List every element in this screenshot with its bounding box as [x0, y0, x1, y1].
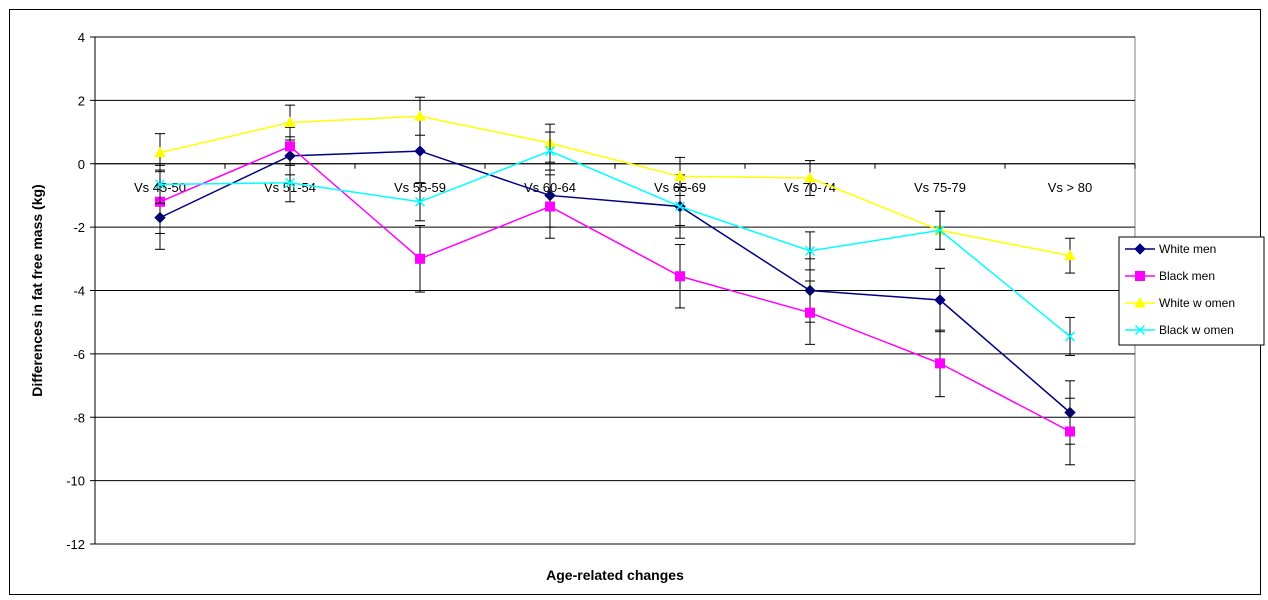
data-point: [416, 254, 425, 263]
y-tick-label: 0: [78, 157, 85, 172]
legend-label: White men: [1159, 242, 1216, 256]
x-tick-label: Vs 75-79: [914, 180, 966, 195]
y-tick-label: 4: [78, 30, 85, 45]
y-tick-label: -12: [66, 537, 85, 552]
y-tick-label: -6: [73, 347, 85, 362]
legend-label: Black w omen: [1159, 323, 1234, 337]
y-tick-label: -10: [66, 474, 85, 489]
data-point: [806, 308, 815, 317]
legend-item: Black men: [1125, 269, 1215, 283]
data-point: [676, 272, 685, 281]
y-tick-label: -4: [73, 284, 85, 299]
y-tick-label: -8: [73, 410, 85, 425]
legend-label: Black men: [1159, 269, 1215, 283]
x-tick-label: Vs > 80: [1048, 180, 1092, 195]
legend-label: White w omen: [1159, 296, 1235, 310]
data-point: [936, 359, 945, 368]
data-point: [546, 202, 555, 211]
y-tick-label: -2: [73, 220, 85, 235]
y-tick-label: 2: [78, 93, 85, 108]
data-point: [1136, 272, 1145, 281]
y-axis-title: Differences in fat free mass (kg): [29, 184, 45, 396]
data-point: [286, 142, 295, 151]
x-axis-title: Age-related changes: [546, 567, 684, 583]
y-axis-ticks: 4 2 0 -2 -4 -6 -8 -10 -12: [66, 30, 95, 552]
data-point: [1066, 427, 1075, 436]
legend: White men Black men White w omen Black w om…: [1119, 237, 1264, 345]
